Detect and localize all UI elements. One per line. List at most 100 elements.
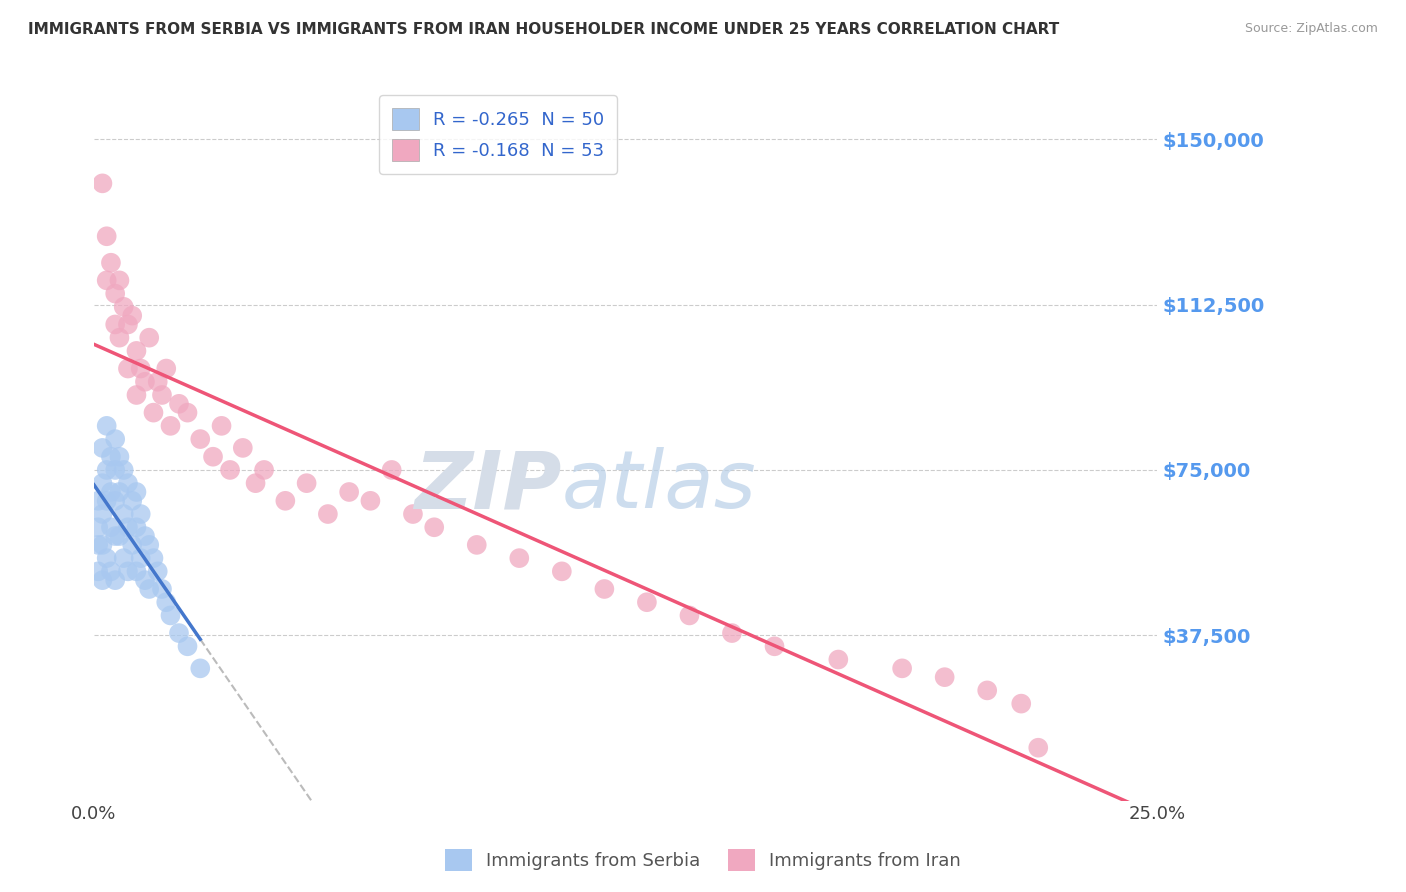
Legend: R = -0.265  N = 50, R = -0.168  N = 53: R = -0.265 N = 50, R = -0.168 N = 53 — [380, 95, 617, 174]
Point — [721, 626, 744, 640]
Point — [96, 463, 118, 477]
Point — [121, 309, 143, 323]
Point — [763, 640, 786, 654]
Point — [104, 286, 127, 301]
Point — [316, 507, 339, 521]
Point — [146, 565, 169, 579]
Text: Source: ZipAtlas.com: Source: ZipAtlas.com — [1244, 22, 1378, 36]
Point — [108, 450, 131, 464]
Text: IMMIGRANTS FROM SERBIA VS IMMIGRANTS FROM IRAN HOUSEHOLDER INCOME UNDER 25 YEARS: IMMIGRANTS FROM SERBIA VS IMMIGRANTS FRO… — [28, 22, 1059, 37]
Point — [827, 652, 849, 666]
Point — [934, 670, 956, 684]
Point — [167, 626, 190, 640]
Point — [155, 361, 177, 376]
Point — [155, 595, 177, 609]
Point — [121, 538, 143, 552]
Point — [96, 551, 118, 566]
Point — [253, 463, 276, 477]
Point — [678, 608, 700, 623]
Point — [112, 463, 135, 477]
Point — [91, 538, 114, 552]
Point — [87, 538, 110, 552]
Point — [104, 318, 127, 332]
Point — [359, 493, 381, 508]
Point — [219, 463, 242, 477]
Point — [188, 432, 211, 446]
Point — [104, 529, 127, 543]
Point — [100, 485, 122, 500]
Point — [104, 432, 127, 446]
Point — [891, 661, 914, 675]
Point — [150, 582, 173, 596]
Point — [125, 565, 148, 579]
Point — [108, 273, 131, 287]
Point — [100, 450, 122, 464]
Point — [87, 565, 110, 579]
Point — [121, 493, 143, 508]
Point — [295, 476, 318, 491]
Point — [636, 595, 658, 609]
Point — [91, 507, 114, 521]
Point — [593, 582, 616, 596]
Point — [129, 507, 152, 521]
Point — [108, 485, 131, 500]
Text: ZIP: ZIP — [415, 448, 562, 525]
Point — [117, 476, 139, 491]
Point — [125, 388, 148, 402]
Legend: Immigrants from Serbia, Immigrants from Iran: Immigrants from Serbia, Immigrants from … — [437, 842, 969, 879]
Point — [134, 573, 156, 587]
Point — [96, 229, 118, 244]
Point — [423, 520, 446, 534]
Point — [274, 493, 297, 508]
Point — [91, 441, 114, 455]
Point — [176, 640, 198, 654]
Point — [138, 331, 160, 345]
Point — [100, 565, 122, 579]
Point — [134, 529, 156, 543]
Point — [202, 450, 225, 464]
Point — [129, 551, 152, 566]
Point — [87, 520, 110, 534]
Point — [232, 441, 254, 455]
Point — [245, 476, 267, 491]
Point — [381, 463, 404, 477]
Point — [465, 538, 488, 552]
Point — [142, 551, 165, 566]
Point — [159, 608, 181, 623]
Point — [104, 493, 127, 508]
Point — [125, 343, 148, 358]
Point — [142, 406, 165, 420]
Point — [100, 520, 122, 534]
Point — [96, 493, 118, 508]
Point — [112, 507, 135, 521]
Point — [337, 485, 360, 500]
Point — [508, 551, 530, 566]
Point — [104, 463, 127, 477]
Point — [117, 361, 139, 376]
Point — [188, 661, 211, 675]
Point — [117, 318, 139, 332]
Point — [108, 331, 131, 345]
Point — [108, 529, 131, 543]
Point — [125, 520, 148, 534]
Point — [91, 476, 114, 491]
Point — [134, 375, 156, 389]
Point — [91, 177, 114, 191]
Point — [402, 507, 425, 521]
Point — [100, 256, 122, 270]
Point — [112, 300, 135, 314]
Point — [125, 485, 148, 500]
Point — [1010, 697, 1032, 711]
Point — [211, 418, 233, 433]
Point — [167, 397, 190, 411]
Point — [129, 361, 152, 376]
Point — [87, 493, 110, 508]
Point — [146, 375, 169, 389]
Point — [96, 418, 118, 433]
Point — [138, 538, 160, 552]
Point — [138, 582, 160, 596]
Point — [117, 520, 139, 534]
Text: atlas: atlas — [562, 448, 756, 525]
Point — [1026, 740, 1049, 755]
Point — [150, 388, 173, 402]
